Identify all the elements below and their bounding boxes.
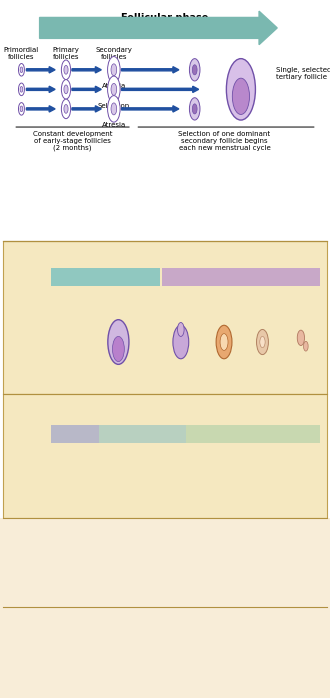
Text: Menstruation: Menstruation [58, 448, 109, 457]
Line: Progesterone: Progesterone [52, 633, 320, 683]
Text: Uterine cycle phases: Uterine cycle phases [117, 400, 213, 409]
FSH [50, 572, 54, 581]
Text: Luteal phase: Luteal phase [214, 273, 268, 281]
Progesterone [179, 678, 183, 686]
LH [178, 544, 182, 552]
Text: Hormone level: Hormone level [3, 538, 12, 594]
Text: Degrading
corpus: Degrading corpus [289, 290, 322, 300]
Text: Secretory phase: Secretory phase [222, 429, 284, 438]
FSH [313, 577, 317, 586]
Estrogen [178, 637, 182, 646]
Text: Atresia: Atresia [102, 122, 126, 128]
Progesterone [50, 678, 54, 687]
Text: Ovulation: Ovulation [166, 290, 196, 295]
Text: Hormone level: Hormone level [2, 579, 11, 635]
Progesterone [195, 676, 199, 684]
Text: Ovulation: Ovulation [147, 521, 183, 530]
LH [235, 588, 239, 597]
FSH [271, 574, 275, 583]
Progesterone [312, 677, 316, 685]
Text: Follicular phase
Days 1–7: Follicular phase Days 1–7 [121, 13, 209, 34]
Text: Primordial
follicles: Primordial follicles [4, 47, 39, 61]
X-axis label: Day of menstrual cycle: Day of menstrual cycle [137, 537, 234, 546]
Line: Estrogen: Estrogen [52, 630, 320, 680]
Text: Corpus
albicans: Corpus albicans [249, 290, 276, 300]
Text: Ovarian
hormone levels: Ovarian hormone levels [16, 611, 75, 630]
Text: Primary
follicles: Primary follicles [52, 47, 80, 61]
FSH [179, 556, 182, 564]
Progesterone [251, 629, 255, 637]
LH [50, 586, 54, 595]
Text: Selected tertiary
follicle: Selected tertiary follicle [92, 290, 145, 300]
FSH [116, 577, 120, 586]
Estrogen [210, 672, 214, 681]
FSH [180, 557, 184, 565]
X-axis label: Day of menstrual cycle: Day of menstrual cycle [137, 413, 234, 422]
Text: Corpus
luteum: Corpus luteum [213, 290, 235, 300]
Text: Pituitary
hormone levels: Pituitary hormone levels [16, 521, 75, 541]
Estrogen [50, 676, 54, 684]
Estrogen [270, 673, 274, 681]
Estrogen [312, 676, 316, 684]
FSH [175, 554, 179, 563]
Text: Secondary
follicles: Secondary follicles [95, 47, 132, 61]
LH [182, 527, 186, 535]
LH [318, 588, 322, 597]
Text: Follicular phase: Follicular phase [73, 273, 139, 281]
Line: LH: LH [52, 531, 320, 593]
Legend: FSH, LH: FSH, LH [278, 529, 316, 555]
Text: Atresia: Atresia [102, 83, 126, 89]
Text: Constant development
of early-stage follicles
(2 months): Constant development of early-stage foll… [33, 131, 112, 151]
LH [271, 588, 275, 597]
LH [210, 588, 214, 597]
Text: Ovarian cycle phases: Ovarian cycle phases [116, 248, 214, 257]
Text: Single, selected
tertiary follicle: Single, selected tertiary follicle [276, 67, 330, 80]
Legend: Estrogen, Progesterone: Estrogen, Progesterone [242, 620, 316, 646]
LH [313, 588, 317, 597]
LH [196, 583, 200, 591]
FSH [196, 573, 200, 581]
LH [179, 535, 183, 544]
Estrogen [165, 625, 169, 634]
Estrogen [196, 664, 200, 673]
Estrogen [180, 639, 183, 648]
Progesterone [270, 643, 274, 651]
Line: FSH: FSH [52, 558, 320, 581]
Text: Selection: Selection [98, 103, 130, 109]
Estrogen [318, 676, 322, 684]
Text: Menses: Menses [61, 429, 89, 438]
Progesterone [178, 678, 182, 686]
FSH [318, 577, 322, 586]
Text: Selection of one dominant
secondary follicle begins
each new menstrual cycle: Selection of one dominant secondary foll… [178, 131, 271, 151]
Progesterone [210, 668, 214, 676]
FSH [211, 577, 215, 585]
Text: Proliferative
phase: Proliferative phase [119, 424, 166, 443]
Progesterone [318, 678, 322, 686]
